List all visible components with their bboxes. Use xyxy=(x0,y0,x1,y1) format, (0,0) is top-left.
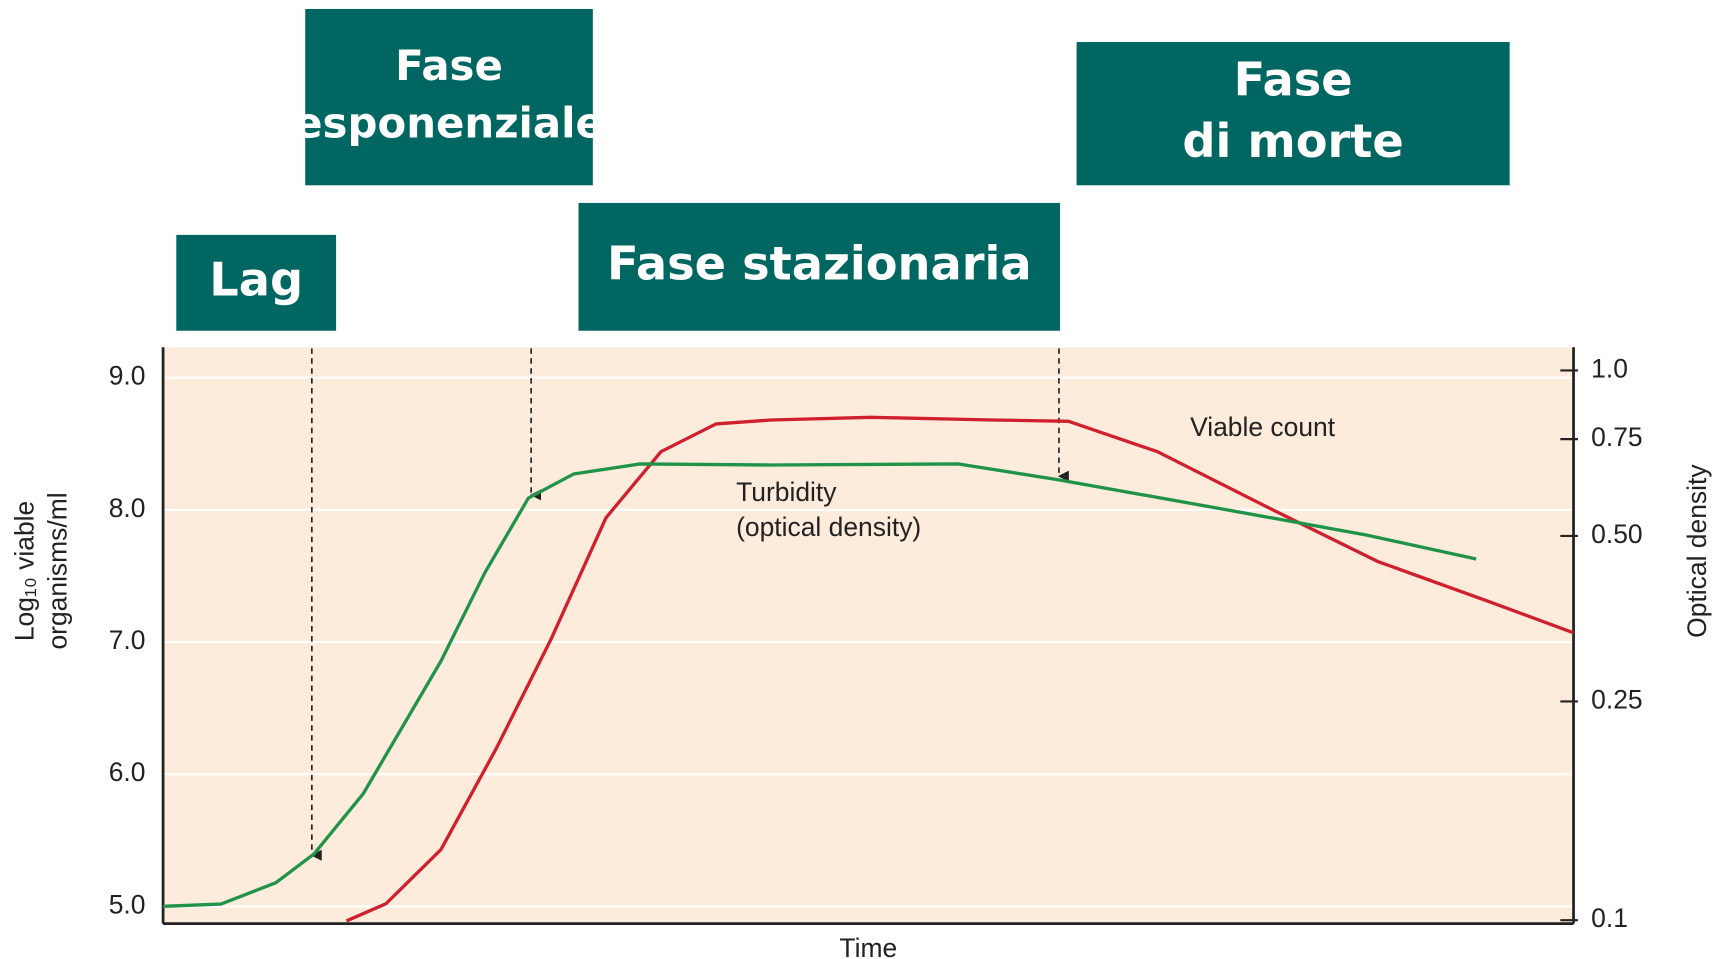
series-line xyxy=(163,462,1477,908)
plot-background xyxy=(163,347,1574,924)
y-tick-label: 8.0 xyxy=(109,493,146,523)
x-axis-label: Time xyxy=(839,933,897,959)
y-tick-label: 6.0 xyxy=(109,757,146,787)
y-axis-label: organisms/ml xyxy=(42,492,72,649)
phase-label: Fase xyxy=(395,41,503,90)
y-axis-label: Log₁₀ viable xyxy=(9,501,39,641)
y2-tick-label: 0.75 xyxy=(1591,422,1642,452)
series-label: Turbidity xyxy=(736,477,837,507)
y-tick-label: 9.0 xyxy=(109,361,146,391)
series-label: Viable count xyxy=(1190,412,1336,442)
y2-tick-label: 0.1 xyxy=(1591,903,1628,933)
y2-tick-label: 1.0 xyxy=(1591,353,1628,383)
phase-box xyxy=(1076,42,1510,186)
y2-tick-label: 0.50 xyxy=(1591,519,1642,549)
phase-label: esponenziale xyxy=(294,98,604,147)
phase-box xyxy=(578,202,1061,331)
phase-label: Fase stazionaria xyxy=(607,236,1032,290)
phase-box xyxy=(176,234,337,331)
y2-tick-label: 0.25 xyxy=(1591,684,1642,714)
phase-label: Lag xyxy=(209,252,303,306)
series-label: (optical density) xyxy=(736,512,921,542)
y-tick-label: 7.0 xyxy=(109,625,146,655)
phase-box xyxy=(305,8,593,186)
phase-label: Fase xyxy=(1234,52,1353,106)
phase-label: di morte xyxy=(1182,114,1403,168)
y2-axis-label: Optical density xyxy=(1682,464,1712,638)
y-tick-label: 5.0 xyxy=(109,889,146,919)
plot: 5.0 6.0 7.0 8.0 9.0 0.1 0.25 0.50 0.75 1.0 xyxy=(109,347,1643,933)
